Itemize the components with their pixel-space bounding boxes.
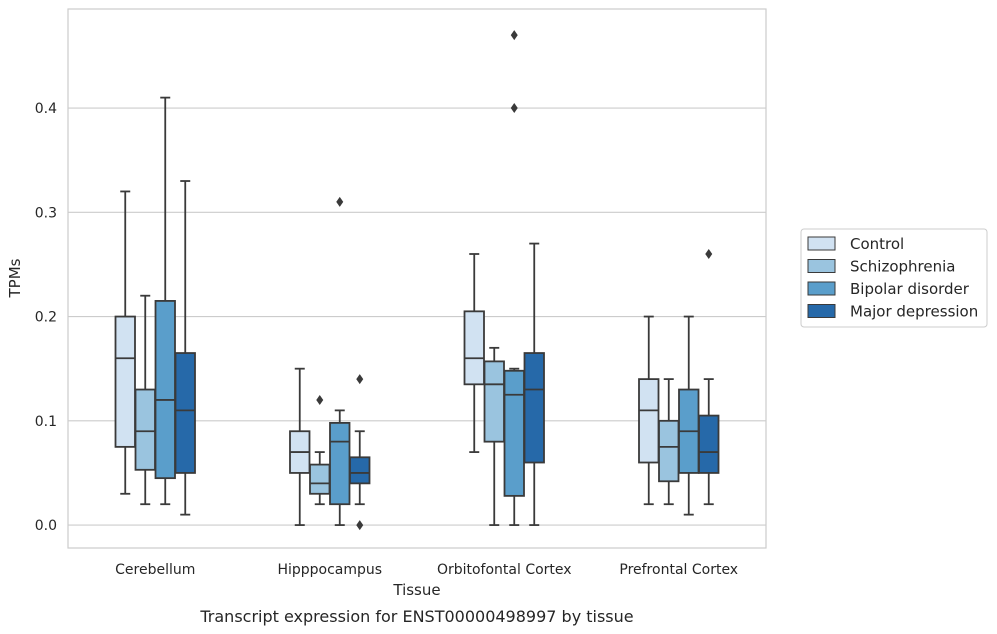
box-schizophrenia [658,378,680,506]
box-major-depression [523,242,545,526]
box-bipolar-disorder [154,96,176,506]
box-iqr [349,456,371,485]
y-tick-label: 0.1 [35,414,57,430]
legend-swatch [807,304,836,318]
box-major-depression [349,374,371,531]
box-major-depression [698,249,720,506]
box-iqr [658,419,680,483]
legend-swatch [807,259,836,273]
box-schizophrenia [483,346,505,526]
outlier-point [356,520,364,531]
legend-frame [800,228,988,328]
box-iqr [523,352,545,464]
outlier-point [316,394,324,405]
outlier-point [356,374,364,385]
outlier-point [705,249,713,259]
box-iqr [154,300,176,480]
box-bipolar-disorder [503,30,525,526]
y-tick-label: 0.2 [35,310,57,326]
box-bipolar-disorder [329,196,351,526]
box-schizophrenia [309,394,331,506]
x-axis-label: Tissue [392,581,440,599]
box-iqr [174,352,196,474]
outlier-point [336,196,344,207]
x-tick-label: Cerebellum [115,562,195,578]
box-control [114,190,136,495]
box-iqr [483,360,505,443]
outlier-point [510,30,518,41]
legend: Control Schizophrenia Bipolar disorder Majo… [800,228,988,328]
legend-entry-label: Major depression [850,303,978,321]
legend-entry-label: Bipolar disorder [850,280,970,298]
y-tick-labels: 0.0 0.1 0.2 0.3 0.4 [35,101,57,534]
box-iqr [638,378,660,464]
legend-entry-label: Control [850,235,904,253]
box-iqr [329,421,351,506]
box-iqr [309,463,331,495]
y-tick-label: 0.3 [35,205,57,221]
legend-swatch [807,281,836,296]
box-iqr [698,414,720,474]
y-axis-label: TPMs [6,258,24,298]
y-tick-label: 0.0 [35,518,57,534]
box-bipolar-disorder [678,315,700,516]
plot-area-frame [67,8,767,549]
box-iqr [503,369,525,497]
x-tick-labels: Cerebellum Hipppocampus Orbitofontal Corte… [115,562,738,578]
x-tick-label: Orbitofontal Cortex [437,562,572,578]
chart-caption: Transcript expression for ENST0000049899… [199,607,633,626]
legend-swatch [807,236,836,251]
box-iqr [114,315,136,448]
box-groups [114,30,720,531]
outlier-point [510,103,518,114]
box-major-depression [174,180,196,516]
x-tick-label: Prefrontal Cortex [619,562,738,578]
box-schizophrenia [134,294,156,506]
x-tick-label: Hipppocampus [277,562,382,578]
y-tick-label: 0.4 [35,101,57,117]
box-control [638,315,660,506]
box-iqr [463,310,485,386]
box-control [289,367,311,526]
box-iqr [134,388,156,471]
legend-entry-label: Schizophrenia [850,258,955,276]
box-control [463,253,485,453]
